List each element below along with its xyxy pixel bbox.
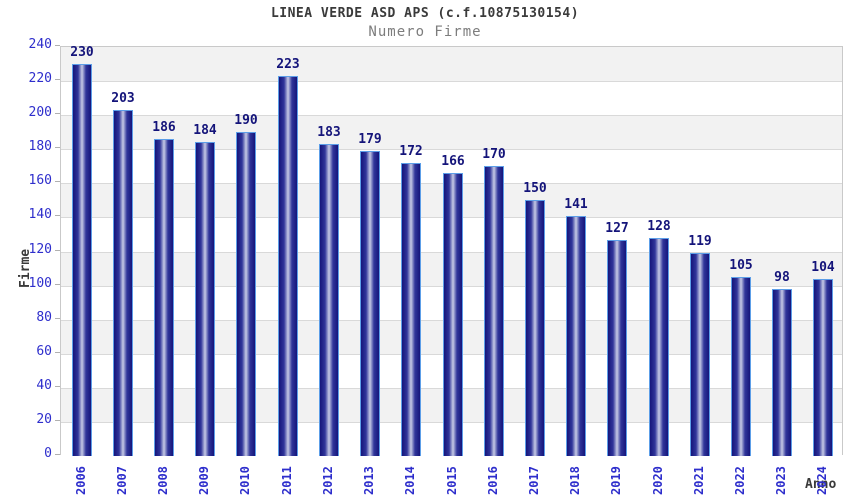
background-band: [61, 81, 842, 116]
y-tick-label: 200: [28, 105, 52, 120]
x-tick-label: 2014: [403, 466, 417, 495]
x-tick-label: 2013: [362, 466, 376, 495]
bar: [607, 240, 627, 456]
x-tick-label: 2017: [527, 466, 541, 495]
y-tick-mark: [55, 420, 60, 421]
y-tick-mark: [55, 147, 60, 148]
bar-value-label: 127: [605, 221, 629, 236]
bar: [236, 132, 256, 456]
chart-title: LINEA VERDE ASD APS (c.f.10875130154): [270, 6, 580, 21]
bar: [525, 200, 545, 456]
x-tick-label: 2021: [692, 466, 706, 495]
y-tick-mark: [55, 284, 60, 285]
bar: [154, 139, 174, 456]
y-tick-label: 60: [36, 344, 52, 359]
y-tick-mark: [55, 352, 60, 353]
x-tick-label: 2009: [197, 466, 211, 495]
bar-value-label: 186: [152, 120, 176, 135]
x-tick-label: 2023: [774, 466, 788, 495]
bar: [566, 216, 586, 456]
gridline: [61, 149, 842, 150]
bar: [319, 144, 339, 456]
bar: [731, 277, 751, 456]
bar: [690, 253, 710, 456]
background-band: [61, 115, 842, 150]
y-tick-mark: [55, 454, 60, 455]
x-tick-label: 2006: [74, 466, 88, 495]
y-tick-label: 80: [36, 310, 52, 325]
x-tick-label: 2007: [115, 466, 129, 495]
chart-subtitle: Numero Firme: [368, 24, 482, 40]
x-tick-label: 2019: [609, 466, 623, 495]
x-axis-title: Anno: [805, 477, 837, 492]
bar-value-label: 183: [317, 125, 341, 140]
bar-value-label: 128: [647, 219, 671, 234]
y-tick-label: 140: [28, 207, 52, 222]
y-tick-mark: [55, 113, 60, 114]
x-tick-label: 2015: [445, 466, 459, 495]
bar-value-label: 150: [523, 181, 547, 196]
bar: [443, 173, 463, 456]
x-tick-label: 2012: [321, 466, 335, 495]
y-tick-label: 0: [44, 446, 52, 461]
x-tick-label: 2018: [568, 466, 582, 495]
bar-value-label: 203: [111, 91, 135, 106]
y-tick-label: 20: [36, 412, 52, 427]
y-tick-mark: [55, 45, 60, 46]
plot-area: 230 203 186 184 190 223 183 179 172 166 170 150 141 1…: [60, 45, 843, 456]
x-tick-label: 2011: [280, 466, 294, 495]
bar-value-label: 179: [358, 132, 382, 147]
bar: [649, 238, 669, 456]
background-band: [61, 47, 842, 82]
bar: [813, 279, 833, 456]
bar: [401, 163, 421, 456]
bar-value-label: 141: [564, 197, 588, 212]
y-tick-mark: [55, 79, 60, 80]
bar: [195, 142, 215, 456]
gridline: [61, 115, 842, 116]
x-tick-label: 2010: [238, 466, 252, 495]
y-tick-label: 240: [28, 37, 52, 52]
y-tick-label: 220: [28, 71, 52, 86]
x-tick-label: 2024: [815, 466, 829, 495]
bar: [484, 166, 504, 456]
bar: [360, 151, 380, 456]
bar-value-label: 166: [441, 154, 465, 169]
bar: [72, 64, 92, 456]
x-tick-label: 2022: [733, 466, 747, 495]
bar-value-label: 184: [193, 123, 217, 138]
bar-value-label: 119: [688, 234, 712, 249]
bar-value-label: 223: [276, 57, 300, 72]
y-tick-label: 180: [28, 139, 52, 154]
bar: [113, 110, 133, 456]
bar-value-label: 104: [811, 260, 835, 275]
bar: [772, 289, 792, 456]
bar-value-label: 190: [234, 113, 258, 128]
x-tick-label: 2020: [651, 466, 665, 495]
bar-value-label: 170: [482, 147, 506, 162]
y-tick-mark: [55, 386, 60, 387]
x-tick-label: 2008: [156, 466, 170, 495]
x-tick-label: 2016: [486, 466, 500, 495]
bar-value-label: 230: [70, 45, 94, 60]
y-tick-label: 100: [28, 276, 52, 291]
y-tick-label: 40: [36, 378, 52, 393]
bar-value-label: 172: [399, 144, 423, 159]
y-tick-mark: [55, 215, 60, 216]
bar-value-label: 105: [729, 258, 753, 273]
y-tick-mark: [55, 181, 60, 182]
y-tick-mark: [55, 318, 60, 319]
bar-value-label: 98: [774, 270, 790, 285]
gridline: [61, 81, 842, 82]
y-tick-label: 160: [28, 173, 52, 188]
bar: [278, 76, 298, 456]
y-tick-mark: [55, 250, 60, 251]
y-tick-label: 120: [28, 242, 52, 257]
